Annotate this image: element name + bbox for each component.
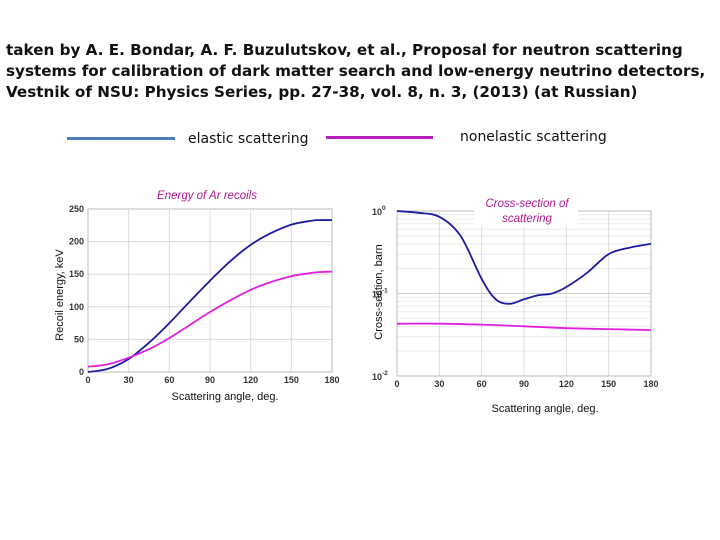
y-tick-label: 50 bbox=[74, 334, 84, 344]
chart-title: Energy of Ar recoils bbox=[157, 190, 257, 202]
y-tick-label: 250 bbox=[69, 204, 84, 214]
plot-frame bbox=[87, 208, 333, 373]
x-tick-label: 120 bbox=[559, 379, 574, 389]
citation-header: taken by A. E. Bondar, A. F. Buzulutskov… bbox=[6, 41, 706, 101]
x-tick-label: 30 bbox=[434, 379, 444, 389]
chart-title-background bbox=[474, 195, 578, 227]
x-tick-label: 0 bbox=[85, 375, 90, 385]
chart-title-line-1: Cross-section of bbox=[485, 198, 570, 210]
y-tick-label-exponent: 0 bbox=[382, 205, 386, 212]
y-tick-label: 0 bbox=[79, 367, 84, 377]
y-axis-label: Recoil energy, keV bbox=[54, 249, 66, 341]
legend-nonelastic-label: nonelastic scattering bbox=[460, 129, 607, 145]
x-tick-label: 180 bbox=[324, 375, 339, 385]
y-tick-label-base: 10 bbox=[372, 290, 382, 300]
x-tick-label: 90 bbox=[519, 379, 529, 389]
y-tick-label: 150 bbox=[69, 269, 84, 279]
x-tick-label: 60 bbox=[477, 379, 487, 389]
chart-title-line-2: scattering bbox=[502, 213, 552, 225]
series-line-nonelastic bbox=[396, 322, 652, 331]
y-tick-label-exponent: -2 bbox=[382, 370, 388, 377]
legend-elastic-line bbox=[67, 137, 175, 140]
x-tick-label: 120 bbox=[243, 375, 258, 385]
x-tick-label: 0 bbox=[394, 379, 399, 389]
y-tick-label-base: 10 bbox=[372, 207, 382, 217]
x-axis-label: Scattering angle, deg. bbox=[491, 403, 598, 415]
x-tick-label: 90 bbox=[205, 375, 215, 385]
y-tick-label-base: 10 bbox=[372, 372, 382, 382]
x-axis-label: Scattering angle, deg. bbox=[171, 391, 278, 403]
series-line-elastic bbox=[396, 210, 652, 305]
x-tick-label: 150 bbox=[601, 379, 616, 389]
x-tick-label: 150 bbox=[284, 375, 299, 385]
y-tick-label: 200 bbox=[69, 237, 84, 247]
legend-nonelastic-line bbox=[326, 136, 433, 139]
x-tick-label: 30 bbox=[124, 375, 134, 385]
legend-elastic-label: elastic scattering bbox=[188, 131, 309, 147]
y-tick-label: 100 bbox=[69, 302, 84, 312]
y-axis-label: Cross-section, barn bbox=[373, 244, 385, 339]
x-tick-label: 180 bbox=[643, 379, 658, 389]
y-tick-label-exponent: -1 bbox=[382, 288, 388, 295]
x-tick-label: 60 bbox=[164, 375, 174, 385]
series-line-nonelastic bbox=[87, 270, 333, 368]
